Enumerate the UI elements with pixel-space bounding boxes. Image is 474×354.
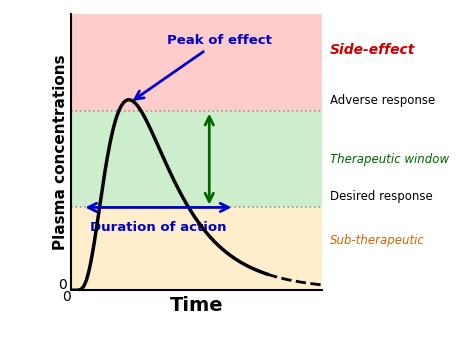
Text: Desired response: Desired response bbox=[330, 190, 433, 203]
Bar bbox=[71, 207, 322, 290]
Y-axis label: Plasma concentrations: Plasma concentrations bbox=[53, 55, 68, 250]
Text: Sub-therapeutic: Sub-therapeutic bbox=[330, 234, 425, 247]
Text: Therapeutic window: Therapeutic window bbox=[330, 153, 449, 166]
Text: 0: 0 bbox=[63, 290, 71, 304]
Text: 0: 0 bbox=[59, 278, 67, 292]
Bar bbox=[71, 14, 322, 111]
Text: Adverse response: Adverse response bbox=[330, 94, 435, 107]
Bar bbox=[71, 111, 322, 207]
X-axis label: Time: Time bbox=[170, 296, 224, 315]
Text: Side-effect: Side-effect bbox=[330, 43, 415, 57]
Text: Peak of effect: Peak of effect bbox=[135, 34, 272, 99]
Text: Duration of action: Duration of action bbox=[90, 221, 227, 234]
